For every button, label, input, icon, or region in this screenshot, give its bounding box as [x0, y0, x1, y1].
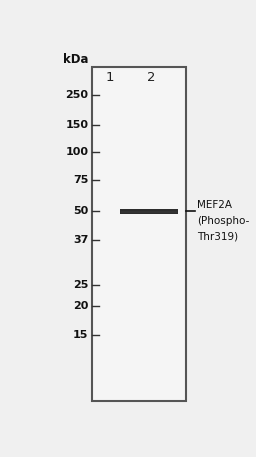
Text: 250: 250: [66, 90, 89, 100]
Bar: [120, 209, 178, 213]
Text: 37: 37: [73, 234, 89, 244]
Text: MEF2A: MEF2A: [197, 200, 232, 210]
Text: 20: 20: [73, 302, 89, 311]
Text: (Phospho-: (Phospho-: [197, 216, 249, 225]
Text: kDa: kDa: [63, 53, 89, 66]
Text: 2: 2: [147, 71, 155, 84]
Text: 100: 100: [66, 147, 89, 157]
Text: 75: 75: [73, 175, 89, 185]
Bar: [121, 211, 177, 213]
Text: 150: 150: [66, 120, 89, 130]
Text: 1: 1: [105, 71, 114, 84]
Text: 25: 25: [73, 280, 89, 290]
Text: 15: 15: [73, 329, 89, 340]
Text: Thr319): Thr319): [197, 231, 238, 241]
Text: 50: 50: [73, 207, 89, 217]
Bar: [92, 67, 186, 401]
